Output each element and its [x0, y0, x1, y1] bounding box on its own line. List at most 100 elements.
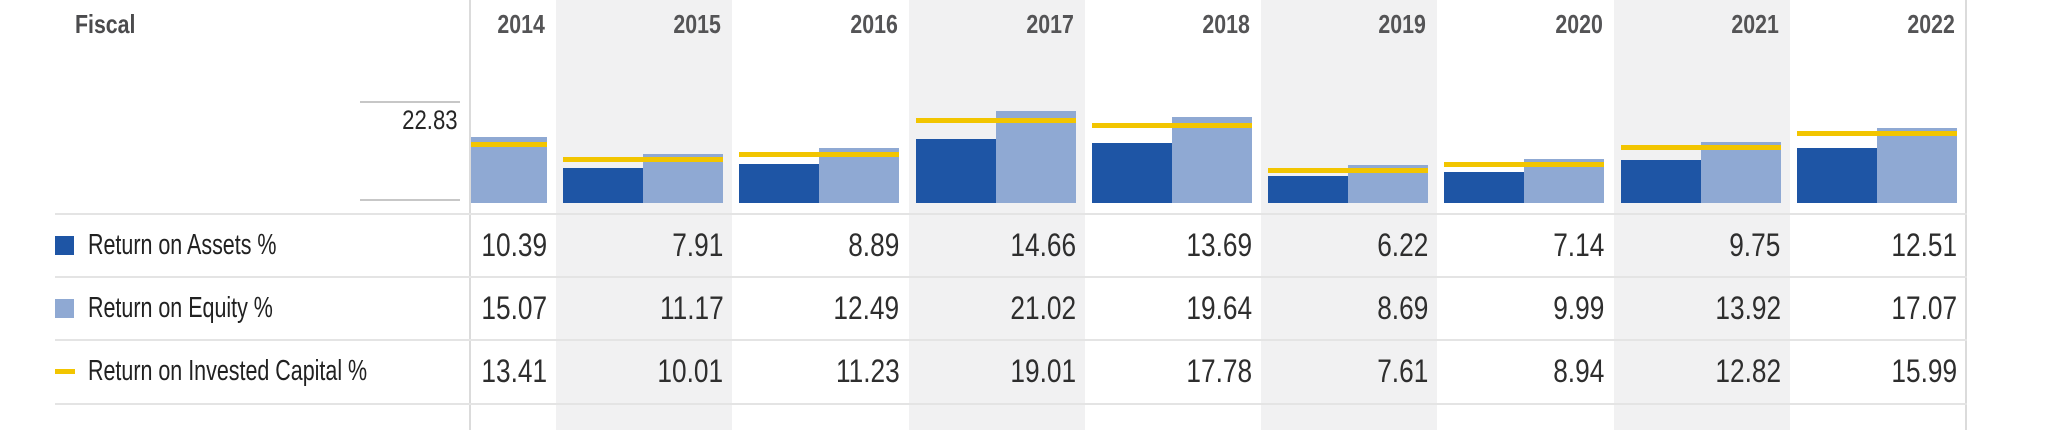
value-cell: 7.61	[1277, 340, 1428, 403]
return-on-assets-bar	[1796, 148, 1877, 203]
year-column-stripe	[556, 0, 733, 430]
right-plot-divider	[1965, 0, 1967, 430]
value-cell: 10.01	[572, 340, 724, 403]
year-header-label: 2015	[673, 9, 722, 39]
legend-label-text: Return on Invested Capital %	[88, 355, 368, 387]
value-cell-text: 13.41	[481, 353, 547, 389]
year-header-label: 2022	[1907, 9, 1955, 39]
year-header-label: 2016	[850, 9, 898, 39]
value-cell-text: 15.07	[481, 290, 547, 326]
year-header: 2020	[1437, 9, 1602, 39]
value-cell: 17.78	[1101, 340, 1252, 403]
value-cell: 15.07	[396, 277, 547, 340]
return-on-assets-bar	[1091, 143, 1172, 203]
fiscal-header: Fiscal	[75, 9, 149, 39]
row-separator	[55, 276, 1967, 278]
value-cell: 13.92	[1630, 277, 1781, 340]
value-cell: 11.23	[749, 340, 900, 403]
value-cell-text: 13.92	[1715, 290, 1781, 326]
table-row: Return on Equity % 15.07 11.17 12.49 21.02 19…	[0, 277, 2064, 340]
value-cell-text: 10.39	[481, 227, 547, 263]
return-on-assets-bar	[1268, 176, 1348, 203]
legend-label: Return on Invested Capital %	[88, 340, 465, 403]
value-cell: 14.66	[925, 214, 1076, 277]
value-cell-text: 8.69	[1377, 290, 1429, 326]
value-cell: 9.75	[1630, 214, 1781, 277]
return-on-invested-capital-line	[1444, 162, 1605, 167]
value-cell-text: 8.89	[848, 227, 900, 263]
legend-square-swatch	[55, 236, 74, 255]
value-cell-text: 12.51	[1891, 227, 1957, 263]
value-cell: 11.17	[572, 277, 724, 340]
year-header: 2022	[1790, 9, 1955, 39]
year-header-label: 2018	[1202, 9, 1250, 39]
value-cell: 19.64	[1101, 277, 1252, 340]
year-header: 2019	[1261, 9, 1426, 39]
table-row: Return on Invested Capital % 13.41 10.01 11…	[0, 340, 2064, 403]
left-plot-divider	[469, 0, 471, 430]
value-cell-text: 9.99	[1553, 290, 1605, 326]
year-header: 2021	[1614, 9, 1779, 39]
return-on-invested-capital-line	[1796, 131, 1957, 136]
return-on-invested-capital-line	[470, 142, 547, 147]
legend-line-swatch	[55, 369, 75, 374]
value-cell-text: 11.17	[659, 290, 724, 326]
year-header: 2014	[470, 9, 545, 39]
value-cell-text: 13.69	[1186, 227, 1252, 263]
value-cell: 7.14	[1454, 214, 1605, 277]
year-header-label: 2014	[497, 9, 545, 39]
return-on-assets-bar	[1444, 172, 1525, 203]
value-cell: 12.82	[1630, 340, 1781, 403]
return-on-equity-bar	[1700, 142, 1781, 203]
value-cell: 8.69	[1277, 277, 1428, 340]
year-header: 2015	[556, 9, 721, 39]
value-cell-text: 19.01	[1010, 353, 1076, 389]
return-on-invested-capital-line	[1091, 123, 1252, 128]
value-cell-text: 21.02	[1010, 290, 1076, 326]
value-cell-text: 9.75	[1729, 227, 1781, 263]
value-cell: 13.41	[396, 340, 547, 403]
year-header-label: 2020	[1555, 9, 1603, 39]
value-cell: 21.02	[925, 277, 1076, 340]
value-cell-text: 17.78	[1186, 353, 1252, 389]
value-cell-text: 19.64	[1186, 290, 1252, 326]
row-separator	[55, 339, 1967, 341]
legend-square-swatch	[55, 299, 74, 318]
legend-label: Return on Assets %	[88, 214, 343, 277]
return-on-invested-capital-line	[1268, 168, 1428, 173]
row-separator	[55, 213, 1967, 215]
value-cell: 10.39	[396, 214, 547, 277]
value-cell: 13.69	[1101, 214, 1252, 277]
legend-label-text: Return on Assets %	[88, 229, 277, 261]
year-column-stripe	[908, 0, 1085, 430]
year-header: 2016	[732, 9, 897, 39]
value-cell-text: 12.82	[1715, 353, 1781, 389]
value-cell-text: 15.99	[1891, 353, 1957, 389]
value-cell-text: 10.01	[657, 353, 724, 389]
value-cell-text: 8.94	[1553, 353, 1605, 389]
return-on-equity-bar	[470, 137, 547, 203]
return-on-invested-capital-line	[563, 157, 723, 162]
year-header: 2018	[1085, 9, 1250, 39]
axis-tick-line-bottom	[360, 199, 460, 201]
return-on-equity-bar	[819, 148, 900, 203]
value-cell-text: 7.14	[1553, 227, 1605, 263]
year-column-stripe	[1261, 0, 1438, 430]
value-cell-text: 17.07	[1891, 290, 1957, 326]
value-cell: 15.99	[1806, 340, 1957, 403]
return-on-equity-bar	[1876, 128, 1957, 203]
fiscal-header-label: Fiscal	[75, 9, 136, 39]
year-header-label: 2021	[1731, 9, 1779, 39]
year-header: 2017	[909, 9, 1073, 39]
value-cell: 12.49	[749, 277, 900, 340]
return-on-equity-bar	[995, 111, 1076, 203]
return-on-assets-bar	[915, 139, 996, 203]
value-cell-text: 6.22	[1377, 227, 1429, 263]
value-cell-text: 11.23	[835, 353, 900, 389]
return-on-assets-bar	[739, 164, 820, 203]
legend-label-text: Return on Equity %	[88, 292, 273, 324]
year-header-label: 2019	[1378, 9, 1427, 39]
value-cell-text: 7.61	[1377, 353, 1429, 389]
chart-plot-area	[470, 0, 1966, 203]
row-separator	[55, 403, 1967, 405]
